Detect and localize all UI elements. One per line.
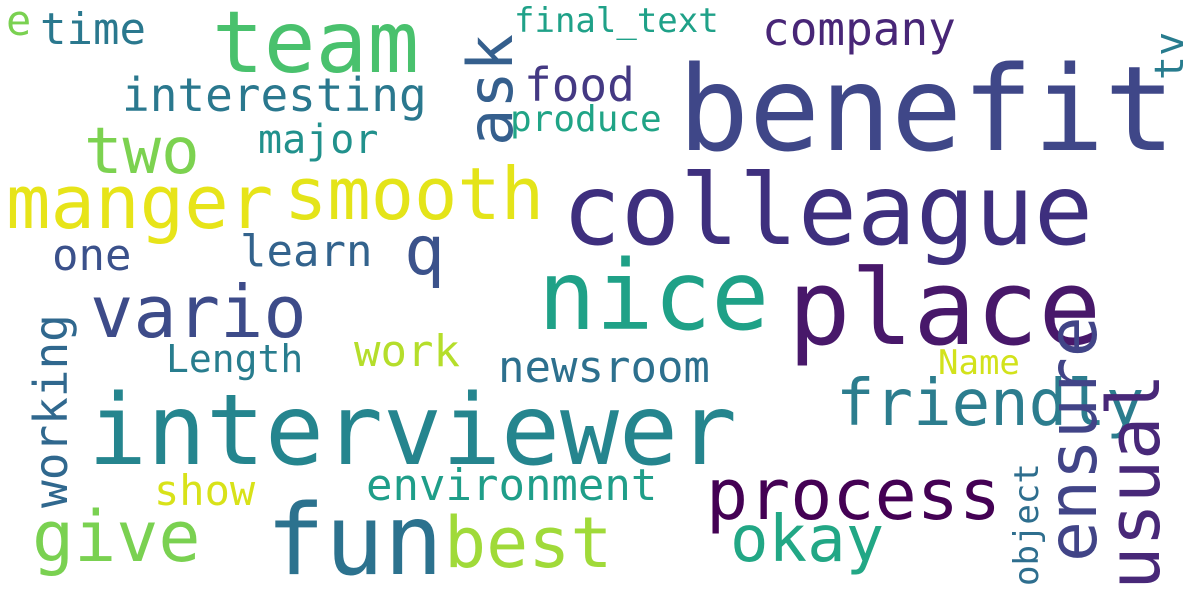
word-name: Name: [938, 343, 1020, 383]
word-work: work: [354, 326, 460, 377]
word-q: q: [404, 212, 445, 291]
word-working: working: [24, 314, 78, 508]
word-interviewer: interviewer: [88, 374, 738, 488]
word-tv: tv: [1147, 31, 1193, 80]
word-show: show: [154, 466, 256, 515]
word-nice: nice: [538, 240, 770, 352]
word-length: Length: [166, 337, 304, 381]
word-interesting: interesting: [122, 68, 427, 122]
word-produce: produce: [510, 99, 662, 140]
word-process: process: [706, 454, 1002, 536]
word-best: best: [444, 502, 613, 584]
word-e: e: [6, 0, 32, 45]
word-environment: environment: [366, 460, 658, 511]
word-final-text: final_text: [514, 1, 719, 41]
word-newsroom: newsroom: [498, 342, 710, 393]
word-one: one: [52, 230, 132, 281]
word-ask: ask: [454, 34, 527, 146]
word-fun: fun: [266, 484, 444, 598]
word-object: object: [1007, 463, 1047, 586]
word-ensure: okay: [730, 503, 885, 577]
word-team: team: [212, 0, 420, 93]
word-company: company: [762, 2, 956, 56]
word-benefit: benefit: [678, 40, 1176, 178]
word-smooth: smooth: [284, 152, 545, 236]
word-manger: manger: [6, 160, 274, 246]
word-two: two: [84, 115, 200, 189]
word-give: give: [32, 496, 201, 578]
word-learn: learn: [240, 226, 373, 277]
word-colleague: colleague: [562, 154, 1094, 268]
word-place: place: [788, 247, 1102, 369]
word-usual: ensure: [1034, 316, 1113, 562]
word-food: food: [524, 58, 635, 112]
word-time: time: [40, 4, 146, 55]
word-vario: vario: [90, 270, 307, 354]
word-major: major: [258, 117, 379, 163]
word-okay: friendly: [836, 367, 1145, 441]
